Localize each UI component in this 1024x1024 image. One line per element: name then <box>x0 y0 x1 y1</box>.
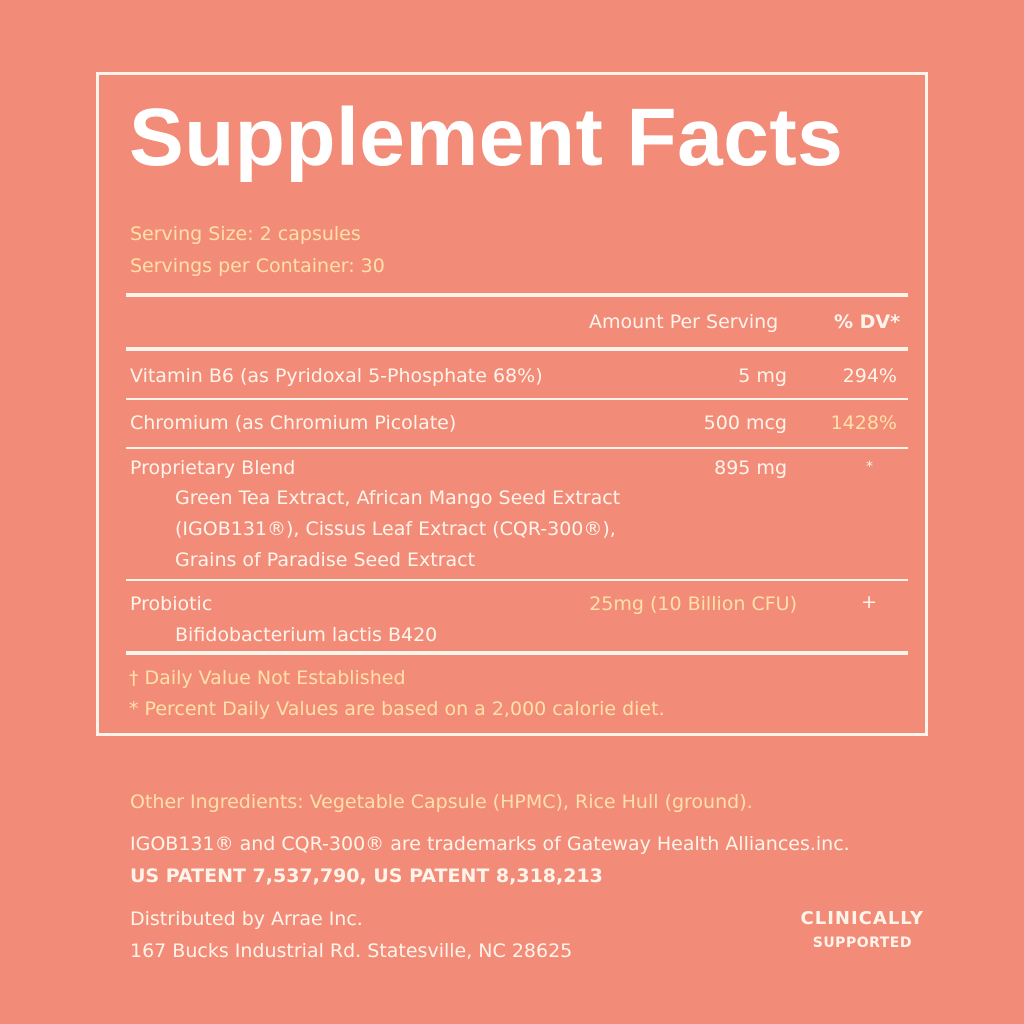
probiotic-strain: Bifidobacterium lactis B420 <box>175 624 438 646</box>
divider-thick <box>126 293 908 297</box>
address: 167 Bucks Industrial Rd. Statesville, NC… <box>130 940 573 962</box>
nutrient-dv: 294% <box>842 365 897 387</box>
nutrient-dv: + <box>861 591 877 613</box>
divider-thin <box>126 447 908 449</box>
trademark-note: IGOB131® and CQR-300® are trademarks of … <box>130 833 850 855</box>
nutrient-amount: 500 mcg <box>703 412 787 434</box>
nutrient-name: Vitamin B6 (as Pyridoxal 5-Phosphate 68%… <box>130 365 543 387</box>
nutrient-name: Proprietary Blend <box>130 457 296 479</box>
nutrient-dv: * <box>866 459 873 475</box>
clinically-badge-line1: CLINICALLY <box>800 908 924 929</box>
nutrient-name: Chromium (as Chromium Picolate) <box>130 412 457 434</box>
nutrient-amount: 25mg (10 Billion CFU) <box>589 593 797 615</box>
other-ingredients: Other Ingredients: Vegetable Capsule (HP… <box>130 791 753 813</box>
nutrient-dv: 1428% <box>830 412 897 434</box>
amount-header: Amount Per Serving <box>589 311 779 333</box>
servings-per-container: Servings per Container: 30 <box>130 255 385 277</box>
blend-ingredient-line: Grains of Paradise Seed Extract <box>175 549 476 571</box>
distributor: Distributed by Arrae Inc. <box>130 908 363 930</box>
blend-ingredient-line: (IGOB131®), Cissus Leaf Extract (CQR-300… <box>175 518 616 540</box>
serving-size: Serving Size: 2 capsules <box>130 223 361 245</box>
divider-thin <box>126 579 908 581</box>
nutrient-amount: 5 mg <box>738 365 787 387</box>
patent-note: US PATENT 7,537,790, US PATENT 8,318,213 <box>130 865 603 887</box>
divider-thick <box>126 347 908 351</box>
divider-thick <box>126 651 908 655</box>
nutrient-name: Probiotic <box>130 593 213 615</box>
clinically-badge-line2: SUPPORTED <box>812 935 912 951</box>
divider-thin <box>126 398 908 400</box>
facts-title: Supplement Facts <box>129 92 844 183</box>
footnote-asterisk: * Percent Daily Values are based on a 2,… <box>129 698 665 720</box>
blend-ingredient-line: Green Tea Extract, African Mango Seed Ex… <box>175 487 621 509</box>
nutrient-amount: 895 mg <box>714 457 787 479</box>
supplement-facts-panel: Supplement Facts Serving Size: 2 capsule… <box>96 72 928 736</box>
footnote-dagger: † Daily Value Not Established <box>129 667 406 689</box>
dv-header: % DV* <box>834 311 901 333</box>
